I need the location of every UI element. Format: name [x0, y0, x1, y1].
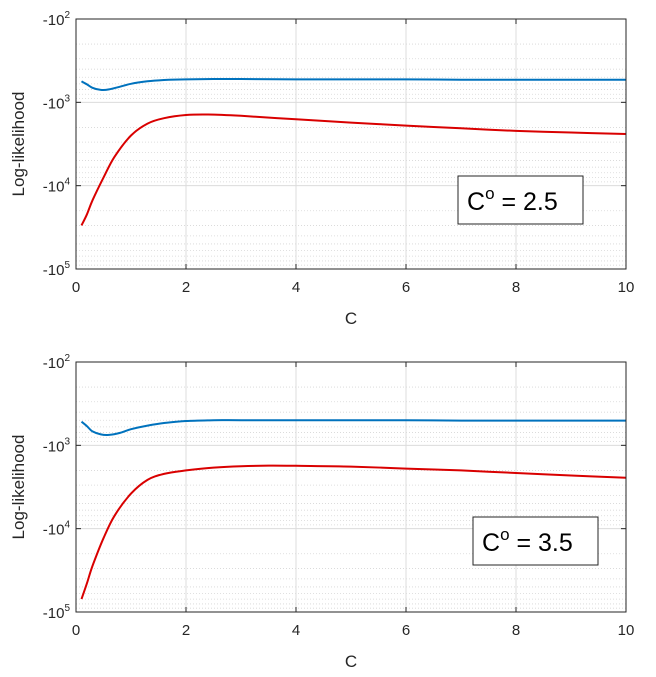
x-tick-label: 4 [292, 622, 300, 639]
y-tick-label: -102 [43, 10, 71, 29]
x-tick-label: 10 [618, 622, 635, 639]
plot-area [76, 362, 626, 612]
x-axis-label: C [345, 652, 357, 671]
chart-panel-1: 0 2 4 6 8 10 -102 -103 -104 -105 C Log-likelihood Co… [9, 10, 634, 328]
y-tick-label: -104 [43, 177, 71, 196]
y-tick-label: -103 [43, 436, 71, 455]
x-tick-label: 0 [72, 279, 80, 296]
x-axis-label: C [345, 309, 357, 328]
x-tick-label: 2 [182, 622, 190, 639]
x-tick-label: 6 [402, 622, 410, 639]
y-axis-label: Log-likelihood [9, 92, 28, 197]
x-tick-label: 6 [402, 279, 410, 296]
y-tick-label: -104 [43, 520, 71, 539]
y-tick-label: -105 [43, 603, 71, 622]
axes-box [75, 361, 627, 613]
series-line-1 [80, 78, 627, 92]
y-tick-label: -102 [43, 353, 71, 372]
chart-panel-2: 0 2 4 6 8 10 -102 -103 -104 -105 C Log-likelihood Co… [9, 353, 634, 671]
x-tick-label: 8 [512, 279, 520, 296]
series-line-1 [80, 419, 626, 437]
annotation-text: Co = 2.5 [467, 184, 558, 216]
y-tick-label: -103 [43, 93, 71, 112]
x-tick-label: 0 [72, 622, 80, 639]
annotation-box [457, 175, 584, 225]
x-tick-label: 4 [292, 279, 300, 296]
series-line-2 [80, 113, 627, 226]
axes-box [75, 18, 627, 270]
x-tick-label: 10 [618, 279, 635, 296]
x-tick-label: 2 [182, 279, 190, 296]
plot-area [76, 19, 626, 269]
annotation-text: Co = 3.5 [482, 525, 573, 557]
y-tick-label: -105 [43, 260, 71, 279]
y-axis-label: Log-likelihood [9, 435, 28, 540]
annotation-box [472, 516, 599, 566]
x-tick-label: 8 [512, 622, 520, 639]
series-line-2 [80, 464, 627, 600]
